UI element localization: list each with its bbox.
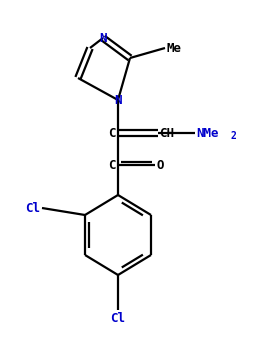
- Text: Me: Me: [167, 41, 182, 55]
- Text: NMe: NMe: [196, 127, 219, 139]
- Text: C: C: [109, 158, 116, 171]
- Text: Cl: Cl: [111, 312, 126, 325]
- Text: CH: CH: [159, 127, 174, 139]
- Text: O: O: [157, 158, 164, 171]
- Text: C: C: [109, 127, 116, 139]
- Text: N: N: [114, 93, 122, 107]
- Text: Cl: Cl: [25, 201, 40, 215]
- Text: 2: 2: [231, 131, 237, 141]
- Text: N: N: [99, 31, 107, 45]
